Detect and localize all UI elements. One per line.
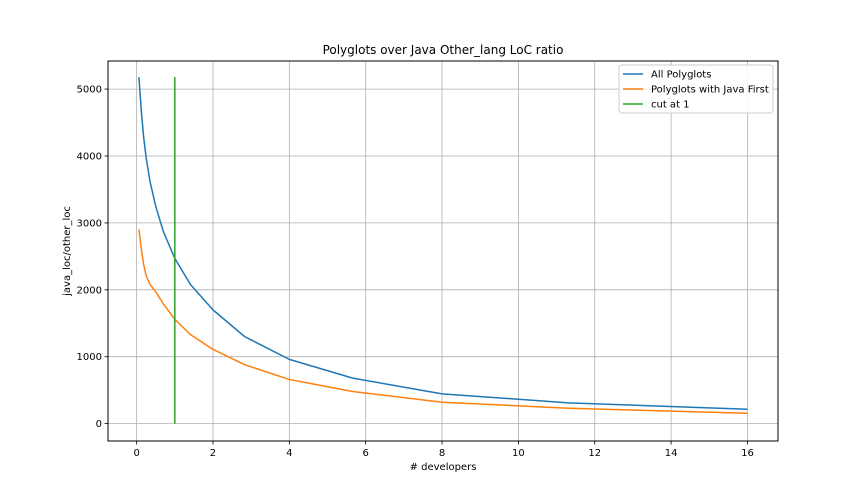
y-tick-label: 1000 xyxy=(77,352,102,363)
plot-area xyxy=(108,61,778,441)
x-tick-label: 12 xyxy=(588,448,601,459)
x-axis-label: # developers xyxy=(410,462,477,473)
axes-frame xyxy=(107,60,779,442)
x-tick-label: 16 xyxy=(741,448,754,459)
y-axis-ticks: 0 1000 2000 3000 4000 5000 xyxy=(77,85,108,430)
x-axis-ticks: 0 2 4 6 8 10 12 14 16 xyxy=(133,441,754,459)
y-tick-label: 3000 xyxy=(77,218,102,229)
x-tick-label: 4 xyxy=(286,448,292,459)
x-tick-label: 8 xyxy=(439,448,445,459)
series-lines xyxy=(138,77,748,424)
y-axis-label: java_loc/other_loc xyxy=(62,206,73,297)
series-line-polyglots-with-java-first xyxy=(138,229,748,414)
legend-box xyxy=(618,64,774,114)
y-tick-label: 5000 xyxy=(77,85,102,96)
legend-label-cut-at-1: cut at 1 xyxy=(651,100,690,111)
x-tick-label: 14 xyxy=(665,448,678,459)
y-tick-label: 0 xyxy=(96,419,102,430)
chart-title: Polyglots over Java Other_lang LoC ratio xyxy=(323,43,564,57)
y-tick-label: 2000 xyxy=(77,285,102,296)
x-tick-label: 0 xyxy=(133,448,139,459)
legend-label-polyglots-with-java-first: Polyglots with Java First xyxy=(651,85,769,96)
legend: All Polyglots Polyglots with Java First cu… xyxy=(618,64,774,114)
y-tick-label: 4000 xyxy=(77,152,102,163)
x-tick-label: 2 xyxy=(210,448,216,459)
legend-label-all-polyglots: All Polyglots xyxy=(651,70,711,81)
x-tick-label: 10 xyxy=(512,448,525,459)
series-line-all-polyglots xyxy=(138,77,748,410)
grid xyxy=(108,61,778,441)
x-tick-label: 6 xyxy=(363,448,369,459)
